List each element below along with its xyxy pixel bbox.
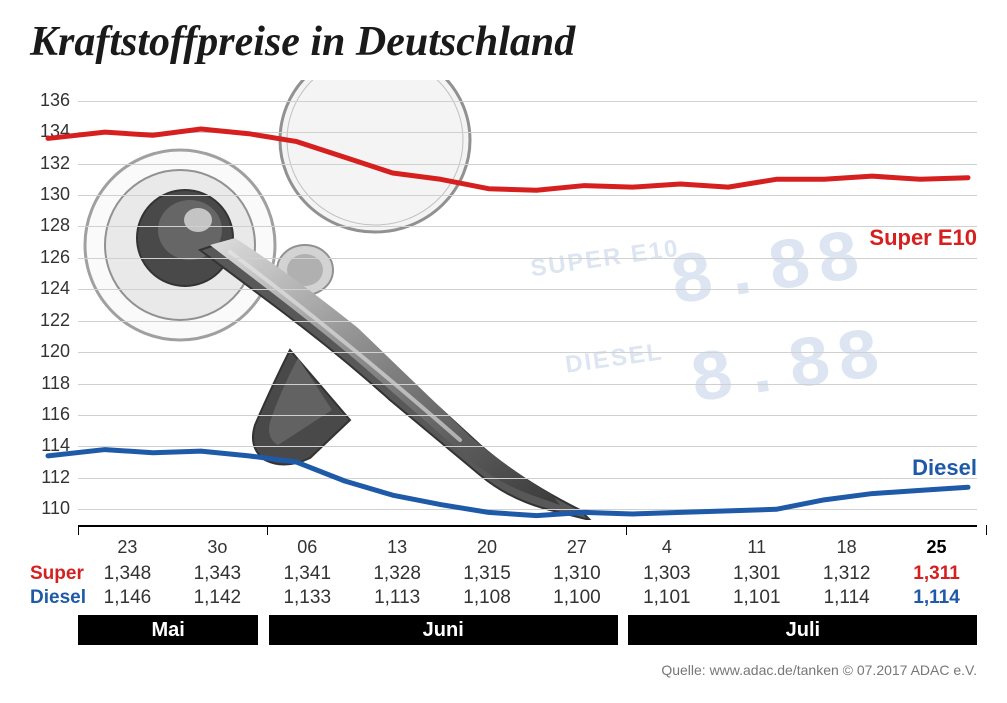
x-axis-line: [78, 525, 977, 527]
data-value: 1,348: [104, 563, 152, 585]
month-label: Juni: [269, 615, 618, 645]
x-tick: [267, 525, 268, 535]
data-value: 1,328: [373, 563, 421, 585]
data-value: 1,303: [643, 563, 691, 585]
data-value: 1,312: [823, 563, 871, 585]
x-date-label: 18: [837, 537, 857, 558]
x-tick: [78, 525, 79, 535]
x-tick: [626, 525, 627, 535]
data-value: 1,315: [463, 563, 511, 585]
x-date-label: 11: [747, 537, 766, 558]
data-value: 1,101: [733, 587, 781, 609]
x-date-label: 27: [567, 537, 587, 558]
source-credit: Quelle: www.adac.de/tanken © 07.2017 ADA…: [661, 662, 977, 678]
x-date-label: 3o: [207, 537, 227, 558]
series-line-super: [48, 129, 968, 190]
data-value: 1,310: [553, 563, 601, 585]
data-value: 1,146: [104, 587, 152, 609]
series-line-diesel: [48, 450, 968, 516]
data-value: 1,100: [553, 587, 601, 609]
month-label: Mai: [78, 615, 258, 645]
chart-lines-svg: [30, 85, 977, 525]
x-date-label: 20: [477, 537, 497, 558]
data-value: 1,343: [194, 563, 242, 585]
month-label: Juli: [628, 615, 977, 645]
x-tick: [986, 525, 987, 535]
data-value: 1,311: [913, 563, 960, 585]
data-value: 1,108: [463, 587, 511, 609]
data-value: 1,341: [283, 563, 331, 585]
data-value: 1,301: [733, 563, 781, 585]
x-date-label: 23: [117, 537, 137, 558]
series-label-super: Super E10: [869, 225, 977, 251]
x-date-label: 25: [927, 537, 947, 558]
x-date-label: 13: [387, 537, 407, 558]
x-date-label: 4: [662, 537, 672, 558]
data-value: 1,114: [913, 587, 960, 609]
data-value: 1,113: [374, 587, 420, 609]
data-value: 1,133: [283, 587, 331, 609]
chart-plot-area: 1101121141161181201221241261281301321341…: [30, 85, 977, 525]
data-value: 1,142: [194, 587, 242, 609]
data-value: 1,114: [824, 587, 870, 609]
data-value: 1,101: [643, 587, 691, 609]
row-label-diesel: Diesel: [30, 587, 86, 609]
x-date-label: 06: [297, 537, 317, 558]
row-label-super: Super: [30, 563, 84, 585]
chart-title: Kraftstoffpreise in Deutschland: [30, 18, 575, 66]
series-label-diesel: Diesel: [912, 455, 977, 481]
